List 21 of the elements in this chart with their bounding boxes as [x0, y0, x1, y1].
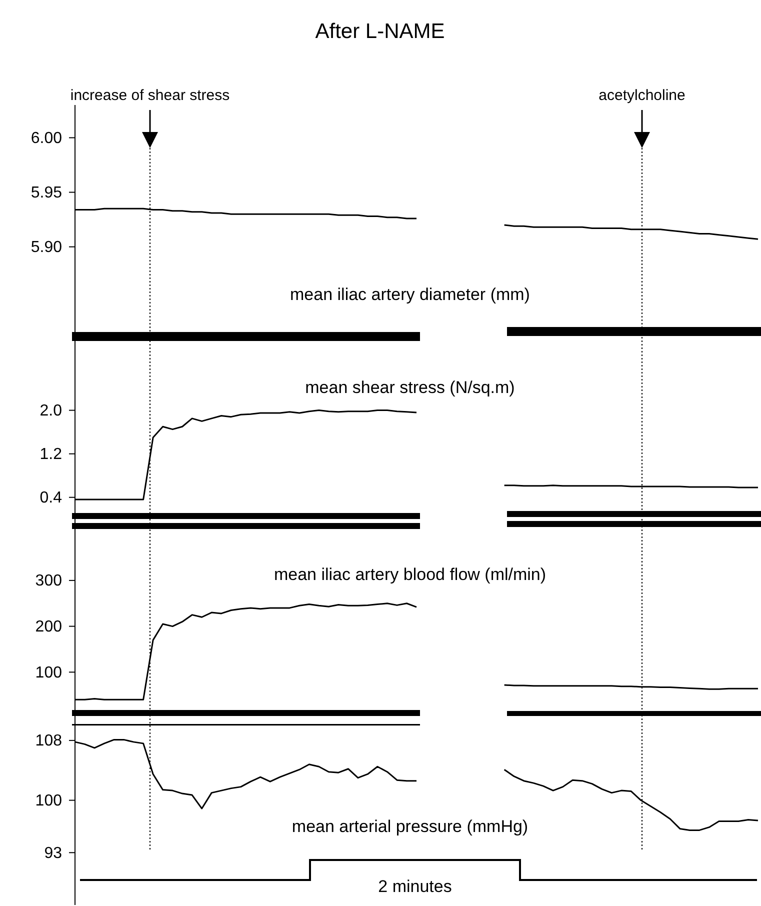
y-tick-label: 100: [35, 792, 62, 810]
y-tick-label: 5.95: [30, 184, 62, 202]
line-series: [504, 224, 759, 240]
text: mean shear stress (N/sq.m): [305, 378, 515, 397]
text: mean arterial pressure (mmHg): [292, 817, 528, 836]
text: mean iliac artery blood flow (ml/min): [274, 565, 546, 584]
y-tick-label: 300: [35, 572, 62, 590]
y-tick-label: 2.0: [40, 402, 62, 420]
text: acetylcholine: [598, 87, 686, 104]
text: increase of shear stress: [70, 87, 230, 104]
text: After L-NAME: [315, 20, 445, 43]
y-tick-label: 5.90: [30, 238, 62, 256]
y-tick-label: 0.4: [40, 489, 62, 506]
text: mean iliac artery diameter (mm): [290, 285, 530, 304]
y-tick-label: 100: [35, 664, 62, 682]
y-tick-label: 108: [35, 732, 62, 750]
y-tick-label: 93: [44, 844, 62, 862]
y-tick-label: 1.2: [40, 446, 62, 463]
y-tick-label: 200: [35, 618, 62, 636]
annotation: 2 minutes: [378, 877, 452, 896]
y-tick-label: 6.00: [30, 130, 62, 147]
